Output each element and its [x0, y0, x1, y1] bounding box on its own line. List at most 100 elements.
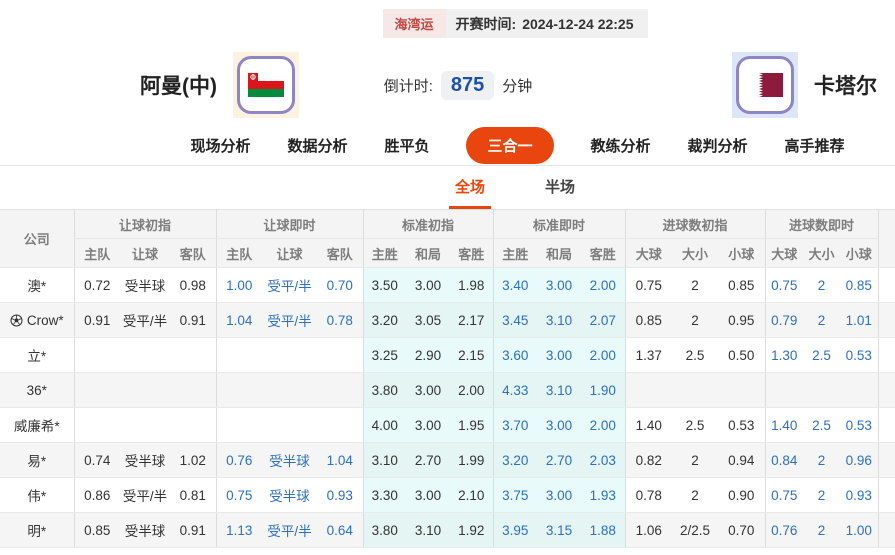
odds-cell-live[interactable]: 0.76: [764, 512, 804, 548]
odds-cell-live[interactable]: [262, 372, 317, 408]
odds-cell-live[interactable]: 受平/半: [262, 512, 317, 548]
odds-cell-live[interactable]: 受平/半: [262, 267, 317, 303]
odds-cell-live[interactable]: [803, 372, 841, 408]
odds-cell-live[interactable]: 1.01: [840, 302, 879, 338]
odds-cell-live[interactable]: 0.84: [764, 442, 804, 478]
nav-tab-coach-analysis[interactable]: 教练分析: [590, 137, 651, 155]
odds-cell-live[interactable]: 1.90: [581, 372, 625, 408]
odds-cell-live[interactable]: 3.20: [492, 442, 537, 478]
odds-cell-live[interactable]: 0.53: [840, 407, 879, 443]
odds-cell-live[interactable]: 1.04: [215, 302, 262, 338]
odds-cell-live[interactable]: [317, 337, 363, 373]
countdown-unit: 分钟: [502, 77, 533, 95]
odds-cell-live[interactable]: 3.10: [537, 372, 581, 408]
odds-cell-live[interactable]: 0.76: [215, 442, 262, 478]
odds-cell-live[interactable]: 3.00: [537, 267, 581, 303]
odds-cell-live[interactable]: 2: [803, 302, 841, 338]
clipped-column-header: [877, 209, 895, 268]
odds-cell-live[interactable]: 0.53: [840, 337, 879, 373]
odds-cell-live[interactable]: 受平/半: [262, 302, 317, 338]
nav-tab-data-analysis[interactable]: 数据分析: [287, 137, 348, 155]
subtab-half-time[interactable]: 半场: [545, 179, 576, 196]
odds-cell-live[interactable]: 1.88: [581, 512, 625, 548]
company-name[interactable]: 威廉希*: [0, 407, 74, 443]
odds-cell-initial: 0.81: [170, 477, 216, 513]
odds-cell-live[interactable]: 2: [803, 512, 841, 548]
odds-cell-live[interactable]: 0.64: [317, 512, 363, 548]
company-name[interactable]: 澳*: [0, 267, 74, 303]
nav-tab-referee-analysis[interactable]: 裁判分析: [687, 137, 748, 155]
odds-cell-live[interactable]: [215, 372, 262, 408]
odds-cell-live[interactable]: 1.93: [581, 477, 625, 513]
odds-cell-live[interactable]: 1.30: [764, 337, 804, 373]
odds-cell-live[interactable]: 3.45: [492, 302, 537, 338]
odds-cell-live[interactable]: 1.40: [764, 407, 804, 443]
odds-cell-live[interactable]: 3.95: [492, 512, 537, 548]
odds-cell-live[interactable]: 1.13: [215, 512, 262, 548]
company-name[interactable]: 明*: [0, 512, 74, 548]
odds-cell-live[interactable]: 0.93: [840, 477, 879, 513]
sub-header: 大小: [803, 238, 841, 268]
odds-cell-live[interactable]: 3.75: [492, 477, 537, 513]
company-name[interactable]: 36*: [0, 372, 74, 408]
odds-cell-live[interactable]: 3.10: [537, 302, 581, 338]
odds-cell-live[interactable]: 3.40: [492, 267, 537, 303]
company-name[interactable]: Crow*: [0, 302, 74, 338]
odds-cell-live[interactable]: 2: [803, 442, 841, 478]
odds-cell-live[interactable]: 0.85: [840, 267, 879, 303]
odds-cell-live[interactable]: 1.00: [840, 512, 879, 548]
odds-cell-live[interactable]: 3.70: [492, 407, 537, 443]
odds-cell-live[interactable]: 2.5: [803, 337, 841, 373]
odds-cell-live[interactable]: 3.00: [537, 477, 581, 513]
odds-cell-live[interactable]: [262, 337, 317, 373]
odds-table-body: 澳* 0.72 受半球 0.98 1.00 受平/半 0.70 3.50 3.00 1.98 3.4…: [0, 267, 895, 548]
company-name[interactable]: 伟*: [0, 477, 74, 513]
nav-tab-three-in-one[interactable]: 三合一: [466, 126, 554, 164]
nav-tab-live-analysis[interactable]: 现场分析: [190, 137, 251, 155]
odds-cell-live[interactable]: 2.00: [581, 267, 625, 303]
odds-cell-live[interactable]: 0.75: [215, 477, 262, 513]
odds-cell-live[interactable]: 2.00: [581, 337, 625, 373]
odds-cell-live[interactable]: [215, 337, 262, 373]
odds-cell-live[interactable]: 1.04: [317, 442, 363, 478]
odds-cell-live[interactable]: 2: [803, 477, 841, 513]
subtab-full-time[interactable]: 全场: [448, 168, 491, 209]
company-name[interactable]: 立*: [0, 337, 74, 373]
nav-tab-win-draw-lose[interactable]: 胜平负: [384, 137, 430, 155]
odds-cell-live[interactable]: 0.93: [317, 477, 363, 513]
odds-cell-live[interactable]: [317, 407, 363, 443]
odds-cell-live[interactable]: [764, 372, 804, 408]
odds-cell-initial: 2.70: [406, 442, 450, 478]
odds-cell-live[interactable]: 0.79: [764, 302, 804, 338]
odds-cell-live[interactable]: 0.96: [840, 442, 879, 478]
odds-cell-live[interactable]: 受半球: [262, 442, 317, 478]
table-row: 伟* 0.86 受平/半 0.81 0.75 受半球 0.93 3.30 3.00 2.10 3.7…: [0, 477, 895, 513]
odds-cell-live[interactable]: 受半球: [262, 477, 317, 513]
odds-cell-live[interactable]: [215, 407, 262, 443]
company-name[interactable]: 易*: [0, 442, 74, 478]
odds-cell-initial: 1.92: [450, 512, 493, 548]
odds-cell-live[interactable]: 3.00: [537, 407, 581, 443]
odds-cell-live[interactable]: 0.75: [764, 477, 804, 513]
odds-cell-live[interactable]: 2.00: [581, 407, 625, 443]
odds-cell-live[interactable]: 3.60: [492, 337, 537, 373]
odds-cell-live[interactable]: 3.00: [537, 337, 581, 373]
odds-cell-live[interactable]: 0.75: [764, 267, 804, 303]
odds-cell-initial: [73, 337, 120, 373]
odds-cell-live[interactable]: [317, 372, 363, 408]
odds-cell-live[interactable]: 3.15: [537, 512, 581, 548]
odds-cell-live[interactable]: 1.00: [215, 267, 262, 303]
odds-cell-live[interactable]: 2.70: [537, 442, 581, 478]
nav-tab-expert-picks[interactable]: 高手推荐: [784, 137, 845, 155]
odds-cell-live[interactable]: 0.78: [317, 302, 363, 338]
odds-cell-live[interactable]: 2: [803, 267, 841, 303]
group-header: 进球数初指: [624, 209, 766, 239]
odds-cell-live[interactable]: [840, 372, 879, 408]
odds-cell-live[interactable]: 2.5: [803, 407, 841, 443]
odds-cell-live[interactable]: 2.07: [581, 302, 625, 338]
odds-cell-live[interactable]: 2.03: [581, 442, 625, 478]
odds-cell-live[interactable]: 0.70: [317, 267, 363, 303]
sub-header: 小球: [718, 238, 766, 268]
odds-cell-live[interactable]: [262, 407, 317, 443]
odds-cell-live[interactable]: 4.33: [492, 372, 537, 408]
